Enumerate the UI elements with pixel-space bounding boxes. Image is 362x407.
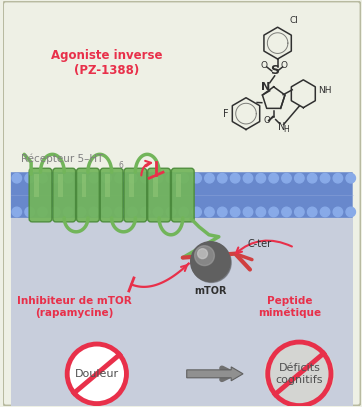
Circle shape: [153, 173, 163, 183]
Circle shape: [140, 207, 150, 217]
FancyBboxPatch shape: [172, 168, 194, 222]
Bar: [81, 174, 87, 197]
Bar: [58, 174, 63, 197]
Circle shape: [269, 173, 278, 183]
FancyBboxPatch shape: [77, 168, 99, 222]
Text: O: O: [260, 61, 267, 70]
FancyBboxPatch shape: [11, 172, 353, 218]
Text: NH: NH: [318, 86, 332, 95]
Bar: [153, 174, 157, 197]
Circle shape: [256, 173, 266, 183]
Circle shape: [115, 173, 124, 183]
Circle shape: [76, 207, 86, 217]
FancyBboxPatch shape: [53, 168, 76, 222]
Circle shape: [218, 173, 227, 183]
Bar: [34, 174, 39, 197]
Circle shape: [89, 173, 98, 183]
Circle shape: [25, 173, 34, 183]
Circle shape: [230, 207, 240, 217]
Bar: [105, 174, 110, 197]
Circle shape: [243, 173, 253, 183]
FancyBboxPatch shape: [148, 168, 171, 222]
Text: Cl: Cl: [290, 16, 298, 25]
Circle shape: [67, 344, 126, 404]
FancyArrow shape: [187, 367, 243, 381]
Text: mTOR: mTOR: [194, 287, 227, 296]
Text: N: N: [261, 82, 270, 92]
Circle shape: [12, 173, 21, 183]
Text: Douleur: Douleur: [75, 369, 119, 379]
Text: F: F: [223, 109, 228, 118]
Circle shape: [230, 173, 240, 183]
Text: O: O: [280, 61, 287, 70]
Circle shape: [115, 207, 124, 217]
Circle shape: [205, 173, 214, 183]
Text: Récepteur 5–HT: Récepteur 5–HT: [21, 153, 103, 164]
Circle shape: [179, 207, 189, 217]
Circle shape: [243, 207, 253, 217]
Circle shape: [333, 207, 342, 217]
Circle shape: [25, 207, 34, 217]
Circle shape: [192, 207, 201, 217]
Circle shape: [192, 173, 201, 183]
Text: Agoniste inverse
(PZ-1388): Agoniste inverse (PZ-1388): [51, 49, 163, 77]
Circle shape: [63, 207, 73, 217]
Circle shape: [76, 173, 86, 183]
Circle shape: [269, 207, 278, 217]
Circle shape: [195, 246, 214, 266]
Circle shape: [320, 173, 330, 183]
Circle shape: [166, 207, 176, 217]
Circle shape: [38, 173, 47, 183]
Circle shape: [205, 207, 214, 217]
Circle shape: [307, 173, 317, 183]
Circle shape: [166, 173, 176, 183]
Circle shape: [153, 207, 163, 217]
Text: N: N: [278, 122, 285, 131]
Circle shape: [191, 242, 230, 282]
Bar: [176, 174, 181, 197]
Circle shape: [51, 173, 60, 183]
Circle shape: [102, 207, 111, 217]
Text: Déficits
cognitifs: Déficits cognitifs: [275, 363, 323, 385]
Circle shape: [346, 173, 355, 183]
FancyBboxPatch shape: [124, 168, 147, 222]
Text: H: H: [284, 125, 289, 134]
FancyBboxPatch shape: [29, 168, 52, 222]
Circle shape: [320, 207, 330, 217]
Text: Peptide
mimétique: Peptide mimétique: [258, 296, 321, 318]
Circle shape: [218, 207, 227, 217]
Bar: [129, 174, 134, 197]
Circle shape: [256, 207, 266, 217]
Circle shape: [282, 173, 291, 183]
Text: Inhibiteur de mTOR
(rapamycine): Inhibiteur de mTOR (rapamycine): [17, 296, 131, 318]
Circle shape: [51, 207, 60, 217]
Text: S: S: [270, 64, 279, 77]
Circle shape: [140, 173, 150, 183]
Circle shape: [179, 173, 189, 183]
Circle shape: [38, 207, 47, 217]
Circle shape: [333, 173, 342, 183]
Circle shape: [295, 207, 304, 217]
Circle shape: [89, 207, 98, 217]
Bar: [11, 218, 353, 406]
Text: O: O: [263, 116, 270, 125]
Ellipse shape: [265, 342, 334, 406]
FancyBboxPatch shape: [3, 1, 361, 406]
Circle shape: [12, 207, 21, 217]
Circle shape: [128, 207, 137, 217]
Circle shape: [191, 243, 231, 282]
Circle shape: [63, 173, 73, 183]
Circle shape: [346, 207, 355, 217]
Circle shape: [307, 207, 317, 217]
Circle shape: [295, 173, 304, 183]
Circle shape: [198, 249, 207, 258]
Circle shape: [128, 173, 137, 183]
FancyBboxPatch shape: [100, 168, 123, 222]
Text: C-ter: C-ter: [248, 239, 272, 249]
Circle shape: [102, 173, 111, 183]
Circle shape: [282, 207, 291, 217]
Text: 6: 6: [119, 161, 123, 170]
